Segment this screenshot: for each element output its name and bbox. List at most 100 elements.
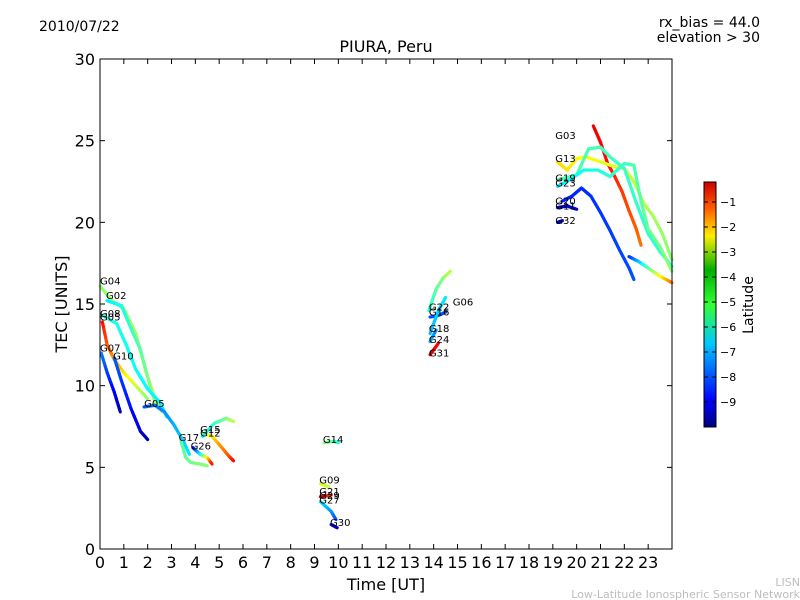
y-tick-label: 30 xyxy=(75,50,95,69)
rx-bias-label: rx_bias = 44.0 xyxy=(659,15,760,31)
sat-label-g19: G19 xyxy=(555,174,575,185)
x-tick-label: 13 xyxy=(400,553,420,572)
track-g26 xyxy=(191,446,214,466)
x-tick-label: 11 xyxy=(352,553,372,572)
track-segment xyxy=(447,269,452,275)
x-tick-label: 3 xyxy=(166,553,176,572)
track-segment xyxy=(209,461,214,466)
sat-label-g02: G02 xyxy=(106,291,126,302)
track-segment xyxy=(435,341,441,347)
elevation-label: elevation > 30 xyxy=(657,30,760,46)
colorbar-tick-label: −1 xyxy=(720,196,736,209)
track-segment xyxy=(231,458,236,463)
y-tick-label: 15 xyxy=(75,295,95,314)
colorbar-label: Latitude xyxy=(741,276,757,334)
track-g27 xyxy=(318,500,338,522)
track-g02 xyxy=(105,299,157,404)
footer-org-full: Low-Latitude Ionospheric Sensor Network xyxy=(571,588,800,600)
track-segment xyxy=(230,419,236,424)
track-g30 xyxy=(329,522,339,530)
sat-label-g30: G30 xyxy=(330,518,350,529)
x-tick-label: 10 xyxy=(328,553,348,572)
sat-label-g10: G10 xyxy=(113,352,133,363)
sat-label-g07: G07 xyxy=(100,343,120,354)
x-tick-label: 5 xyxy=(214,553,224,572)
sat-label-g11: G11 xyxy=(555,201,575,212)
x-tick-label: 1 xyxy=(119,553,129,572)
sat-label-g08: G08 xyxy=(100,309,120,320)
y-tick-label: 0 xyxy=(85,540,95,559)
footer-org-short: LISN xyxy=(775,576,800,589)
colorbar-tick-label: −6 xyxy=(720,321,736,334)
x-axis-ticks: 0 1 2 3 4 5 6 7 8 9 10 11 12 13 14 15 16 17 18 19 20 21 22 23 xyxy=(95,59,658,572)
sat-label-g15: G15 xyxy=(200,425,220,436)
sat-label-g26: G26 xyxy=(191,441,211,452)
sat-label-g20: G20 xyxy=(555,196,575,207)
colorbar-tick-label: −7 xyxy=(720,346,736,359)
track-segment xyxy=(334,525,339,530)
x-tick-label: 19 xyxy=(543,553,563,572)
track-g05 xyxy=(100,320,150,401)
track-g28 xyxy=(627,255,674,285)
sat-label-g05: G05 xyxy=(144,399,164,410)
sat-label-g04: G04 xyxy=(100,276,120,287)
track-g12 xyxy=(200,416,236,438)
sat-label-g24: G24 xyxy=(429,335,449,346)
sat-label-g17: G17 xyxy=(179,433,199,444)
track-g21 xyxy=(318,493,333,499)
x-tick-label: 22 xyxy=(614,553,634,572)
colorbar-tick-label: −5 xyxy=(720,296,736,309)
track-segment xyxy=(152,396,157,404)
sat-label-g09: G09 xyxy=(319,476,339,487)
sat-label-g32: G32 xyxy=(555,216,575,227)
track-segment xyxy=(442,310,448,315)
sat-label-g22: G22 xyxy=(429,303,449,314)
sat-label-g29: G29 xyxy=(319,491,339,502)
x-tick-label: 14 xyxy=(423,553,443,572)
colorbar xyxy=(703,181,717,428)
y-tick-label: 20 xyxy=(75,213,95,232)
x-tick-label: 23 xyxy=(638,553,658,572)
track-g05 xyxy=(142,403,191,456)
track-g08 xyxy=(100,313,169,419)
x-tick-label: 15 xyxy=(447,553,467,572)
x-tick-label: 9 xyxy=(309,553,319,572)
y-axis-label: TEC [UNITS] xyxy=(52,256,71,354)
sat-label-g03: G03 xyxy=(555,131,575,142)
track-g17 xyxy=(179,439,209,468)
colorbar-tick-label: −2 xyxy=(720,221,736,234)
track-g11 xyxy=(555,204,579,211)
x-tick-label: 4 xyxy=(190,553,200,572)
y-tick-label: 10 xyxy=(75,377,95,396)
track-g22 xyxy=(427,269,452,313)
track-g09 xyxy=(318,482,331,489)
track-segment xyxy=(333,516,338,522)
sat-label-g14: G14 xyxy=(323,435,343,446)
x-tick-label: 6 xyxy=(238,553,248,572)
sat-label-g13: G13 xyxy=(555,154,575,165)
sat-label-g21: G21 xyxy=(319,487,339,498)
y-tick-label: 5 xyxy=(85,458,95,477)
sat-label-g12: G12 xyxy=(200,428,220,439)
track-segment xyxy=(117,406,122,414)
x-tick-label: 16 xyxy=(471,553,491,572)
track-g24 xyxy=(428,328,438,344)
track-segment xyxy=(631,275,636,282)
date-label: 2010/07/22 xyxy=(39,19,120,35)
sat-label-g31: G31 xyxy=(429,348,449,359)
chart-title: PIURA, Peru xyxy=(339,37,432,56)
satellite-labels: G04G02G08G05G07G10G05G17G15G12G26G14G09G… xyxy=(100,131,576,529)
track-segment xyxy=(144,394,150,401)
x-tick-label: 0 xyxy=(95,553,105,572)
track-segment xyxy=(433,328,438,334)
sat-label-g16: G16 xyxy=(429,307,449,318)
x-tick-label: 20 xyxy=(566,553,586,572)
x-tick-label: 2 xyxy=(143,553,153,572)
sat-label-g18: G18 xyxy=(429,324,449,335)
track-g18 xyxy=(428,295,448,335)
track-g14 xyxy=(322,439,340,445)
track-g20 xyxy=(560,186,636,282)
track-segment xyxy=(638,240,643,247)
track-g31 xyxy=(428,341,441,357)
track-g10 xyxy=(112,356,150,442)
